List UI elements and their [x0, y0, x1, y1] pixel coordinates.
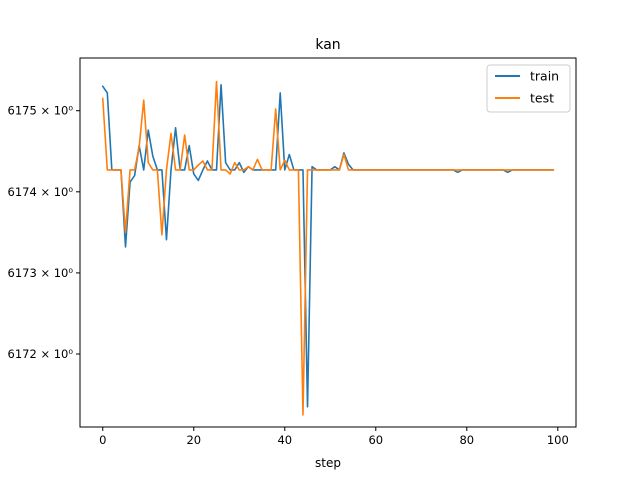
x-tick-label: 60 — [368, 433, 383, 447]
x-tick-label: 40 — [277, 433, 292, 447]
series-layer — [101, 80, 555, 416]
legend: train test — [486, 64, 571, 113]
y-tick-label: 6174 × 10⁰ — [8, 185, 74, 199]
chart-title: kan — [315, 37, 340, 53]
legend-label-train: train — [530, 69, 559, 84]
plot-area — [80, 58, 576, 427]
y-tick-label: 6172 × 10⁰ — [8, 347, 74, 361]
series-line-test — [101, 80, 555, 416]
plot-frame — [79, 57, 577, 428]
x-tick-label: 20 — [186, 433, 201, 447]
y-tick-label: 6173 × 10⁰ — [8, 266, 74, 280]
x-tick-label: 100 — [547, 433, 569, 447]
legend-label-test: test — [530, 91, 554, 106]
x-tick-label: 0 — [99, 433, 106, 447]
y-tick-label: 6175 × 10⁰ — [8, 104, 74, 118]
axis-layer: 0 20 40 60 80 100 6172 × 10⁰ 6173 × 10⁰ 6174 × 1… — [8, 104, 569, 447]
x-tick-label: 80 — [459, 433, 474, 447]
x-axis-label: step — [315, 456, 341, 470]
